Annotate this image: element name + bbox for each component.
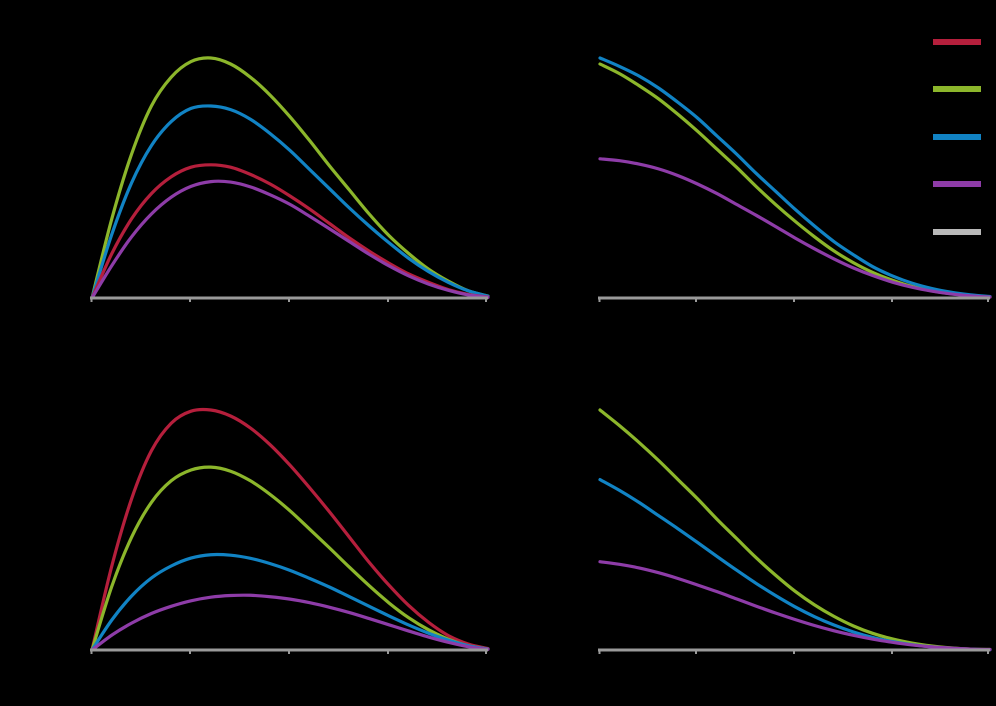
panel-bottom-right (598, 392, 992, 654)
plot-area-bottom-right (598, 408, 992, 652)
legend-item-1[interactable] (928, 81, 992, 97)
curve-series-green (598, 408, 992, 652)
curve-series-purple (90, 179, 490, 300)
panel-bottom-left (90, 392, 490, 654)
curve-series-crimson (90, 163, 490, 300)
legend-swatch-gray (933, 229, 981, 235)
curve-series-blue (90, 552, 490, 652)
panel-top-left-svg (90, 56, 490, 302)
panel-bottom-right-svg (598, 408, 992, 654)
curve-series-purple (598, 560, 992, 652)
plot-area-top-right (598, 56, 992, 299)
legend-item-4[interactable] (928, 224, 992, 240)
legend-swatch-green (933, 86, 981, 92)
legend-swatch-crimson (933, 39, 981, 45)
curve-series-blue (598, 56, 992, 299)
panel-bottom-left-svg (90, 407, 490, 654)
legend-swatch-purple (933, 181, 981, 187)
legend (928, 24, 992, 254)
legend-swatch-blue (933, 134, 981, 140)
x-axis-top-right (598, 296, 990, 302)
legend-item-2[interactable] (928, 129, 992, 145)
legend-item-3[interactable] (928, 176, 992, 192)
panel-top-left (90, 40, 490, 302)
plot-area-top-left (90, 56, 490, 300)
curve-series-purple (90, 593, 490, 652)
curve-series-green (90, 465, 490, 652)
panel-top-right (598, 40, 992, 302)
legend-item-0[interactable] (928, 34, 992, 50)
curve-series-blue (598, 478, 992, 652)
x-axis-bottom-left (90, 648, 488, 654)
x-axis-top-left (90, 296, 488, 302)
curve-series-crimson (90, 407, 490, 652)
panel-top-right-svg (598, 56, 992, 302)
plot-area-bottom-left (90, 407, 490, 652)
curve-series-blue (90, 104, 490, 300)
curve-series-purple (598, 157, 992, 299)
x-axis-bottom-right (598, 648, 990, 654)
curve-series-green (90, 56, 490, 300)
